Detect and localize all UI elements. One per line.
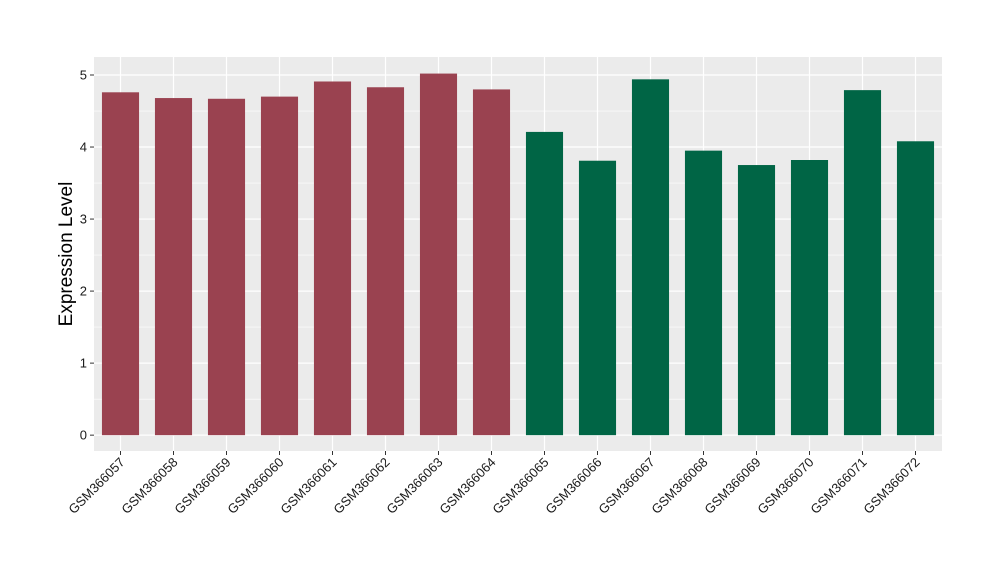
bar-GSM366072 — [896, 141, 935, 436]
y-tick-label: 5 — [80, 68, 87, 83]
bar-GSM366071 — [843, 90, 882, 436]
bar-GSM366058 — [154, 98, 193, 436]
bar-GSM366063 — [419, 73, 458, 436]
x-axis: GSM366057GSM366058GSM366059GSM366060GSM3… — [65, 451, 923, 517]
y-tick-label: 0 — [80, 428, 87, 443]
bar-GSM366065 — [525, 131, 564, 436]
bar-GSM366061 — [313, 81, 352, 436]
bar-GSM366059 — [207, 98, 246, 436]
y-tick-label: 1 — [80, 356, 87, 371]
bar-GSM366067 — [631, 79, 670, 436]
bar-GSM366070 — [790, 160, 829, 436]
y-axis-title: Expression Level — [56, 182, 77, 327]
y-tick-label: 4 — [80, 140, 87, 155]
bar-GSM366069 — [737, 165, 776, 436]
bars — [101, 73, 935, 436]
y-axis: 0 1 2 3 4 5 — [80, 68, 94, 443]
bar-GSM366068 — [684, 150, 723, 436]
bar-GSM366057 — [101, 92, 140, 436]
bar-GSM366062 — [366, 87, 405, 436]
bar-GSM366066 — [578, 160, 617, 436]
x-tick-label: GSM366072 — [860, 455, 922, 517]
bar-GSM366060 — [260, 96, 299, 436]
bar-GSM366064 — [472, 89, 511, 436]
y-tick-label: 2 — [80, 284, 87, 299]
y-tick-label: 3 — [80, 212, 87, 227]
